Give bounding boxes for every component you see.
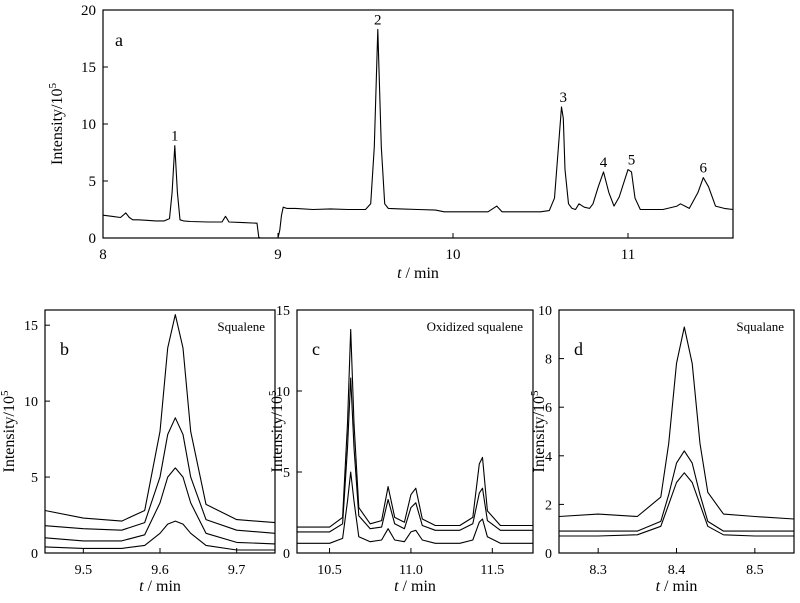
x-tick-label-a: 8 xyxy=(99,247,107,263)
x-axis-label-unit-c: / min xyxy=(399,578,436,595)
y-axis-label-text-b: Intensity/10 xyxy=(1,396,18,472)
y-axis-label-d: Intensity/105 xyxy=(529,390,548,472)
y-axis-label-b: Intensity/105 xyxy=(0,390,18,472)
y-axis-label-exponent-c: 5 xyxy=(267,390,279,396)
x-axis-label-c: t / min xyxy=(394,578,436,595)
trace-d-1 xyxy=(558,326,795,520)
panel-annotation-d: Squalane xyxy=(736,319,784,334)
y-tick-label-d: 10 xyxy=(538,304,552,319)
x-tick-label-a: 11 xyxy=(621,247,635,263)
peak-label-3: 3 xyxy=(560,90,568,106)
trace-b-3 xyxy=(44,467,276,545)
y-tick-label-a: 5 xyxy=(89,174,97,190)
x-tick-label-b: 9.6 xyxy=(151,563,169,578)
x-axis-label-italic-c: t xyxy=(394,578,399,595)
trace-b-2 xyxy=(44,417,276,534)
peak-label-2: 2 xyxy=(374,12,382,28)
x-tick-label-b: 9.5 xyxy=(75,563,93,578)
y-axis-label-text-c: Intensity/10 xyxy=(269,396,286,472)
x-axis-label-unit-a: / min xyxy=(402,265,439,282)
x-tick-label-c: 10.5 xyxy=(317,563,342,578)
trace-c-3 xyxy=(297,471,533,544)
y-axis-label-exponent-d: 5 xyxy=(529,390,541,396)
y-tick-label-b: 5 xyxy=(31,471,38,486)
trace-c-2 xyxy=(297,377,533,533)
trace-b-4 xyxy=(44,520,275,551)
y-tick-label-d: 2 xyxy=(545,498,552,513)
y-tick-label-d: 8 xyxy=(545,353,552,368)
trace-d-2 xyxy=(559,450,794,532)
x-tick-label-a: 10 xyxy=(446,247,461,263)
panel-label-b: b xyxy=(60,339,69,359)
peak-label-1: 1 xyxy=(171,129,179,145)
panel-label-a: a xyxy=(115,30,123,50)
y-axis-label-exponent-a: 5 xyxy=(47,83,59,89)
y-axis-label-text-a: Intensity/10 xyxy=(49,89,66,165)
peak-label-4: 4 xyxy=(600,155,608,171)
y-tick-label-b: 10 xyxy=(24,395,38,410)
x-tick-label-c: 11.5 xyxy=(480,563,504,578)
y-tick-label-a: 20 xyxy=(81,3,96,19)
x-tick-label-a: 9 xyxy=(274,247,282,263)
trace-a-1 xyxy=(102,28,734,239)
plot-frame-a xyxy=(102,9,734,239)
x-axis-label-b: t / min xyxy=(139,578,181,595)
y-tick-label-d: 6 xyxy=(545,401,552,416)
plot-frame-c xyxy=(296,309,534,554)
trace-b-1 xyxy=(44,314,276,524)
y-tick-label-a: 10 xyxy=(81,117,96,133)
peak-label-5: 5 xyxy=(628,153,636,169)
y-tick-label-b: 15 xyxy=(24,319,38,334)
y-tick-label-c: 5 xyxy=(283,466,290,481)
panel-label-c: c xyxy=(312,339,320,359)
trace-c-1 xyxy=(297,328,533,528)
x-axis-label-unit-d: / min xyxy=(660,578,697,595)
x-axis-label-a: t / min xyxy=(397,265,439,282)
x-tick-label-d: 8.5 xyxy=(746,563,764,578)
x-axis-label-d: t / min xyxy=(656,578,698,595)
y-axis-label-a: Intensity/105 xyxy=(47,83,66,165)
y-axis-label-exponent-b: 5 xyxy=(0,390,11,396)
y-tick-label-c: 0 xyxy=(283,547,290,562)
x-tick-label-d: 8.4 xyxy=(668,563,686,578)
y-axis-label-text-d: Intensity/10 xyxy=(531,396,548,472)
x-axis-label-italic-d: t xyxy=(656,578,661,595)
x-axis-label-unit-b: / min xyxy=(144,578,181,595)
panel-annotation-c: Oxidized squalene xyxy=(427,319,524,334)
y-tick-label-d: 0 xyxy=(545,547,552,562)
trace-d-3 xyxy=(559,472,794,537)
y-tick-label-c: 10 xyxy=(276,385,290,400)
y-tick-label-b: 0 xyxy=(31,547,38,562)
y-tick-label-d: 4 xyxy=(545,450,552,465)
peak-label-6: 6 xyxy=(700,161,708,177)
x-axis-label-italic-b: t xyxy=(139,578,144,595)
x-tick-label-d: 8.3 xyxy=(589,563,607,578)
panel-annotation-b: Squalene xyxy=(217,319,265,334)
y-tick-label-c: 15 xyxy=(276,304,290,319)
y-tick-label-a: 15 xyxy=(81,60,96,76)
x-tick-label-c: 11.0 xyxy=(399,563,423,578)
panel-label-d: d xyxy=(574,339,583,359)
y-axis-label-c: Intensity/105 xyxy=(267,390,286,472)
x-tick-label-b: 9.7 xyxy=(228,563,246,578)
x-axis-label-italic-a: t xyxy=(397,265,402,282)
panel-d: 8.3 8.4 8.5 0 2 4 6 8 10 t / min Intensity/105 d Squ… xyxy=(529,304,795,595)
y-tick-label-a: 0 xyxy=(89,231,97,247)
